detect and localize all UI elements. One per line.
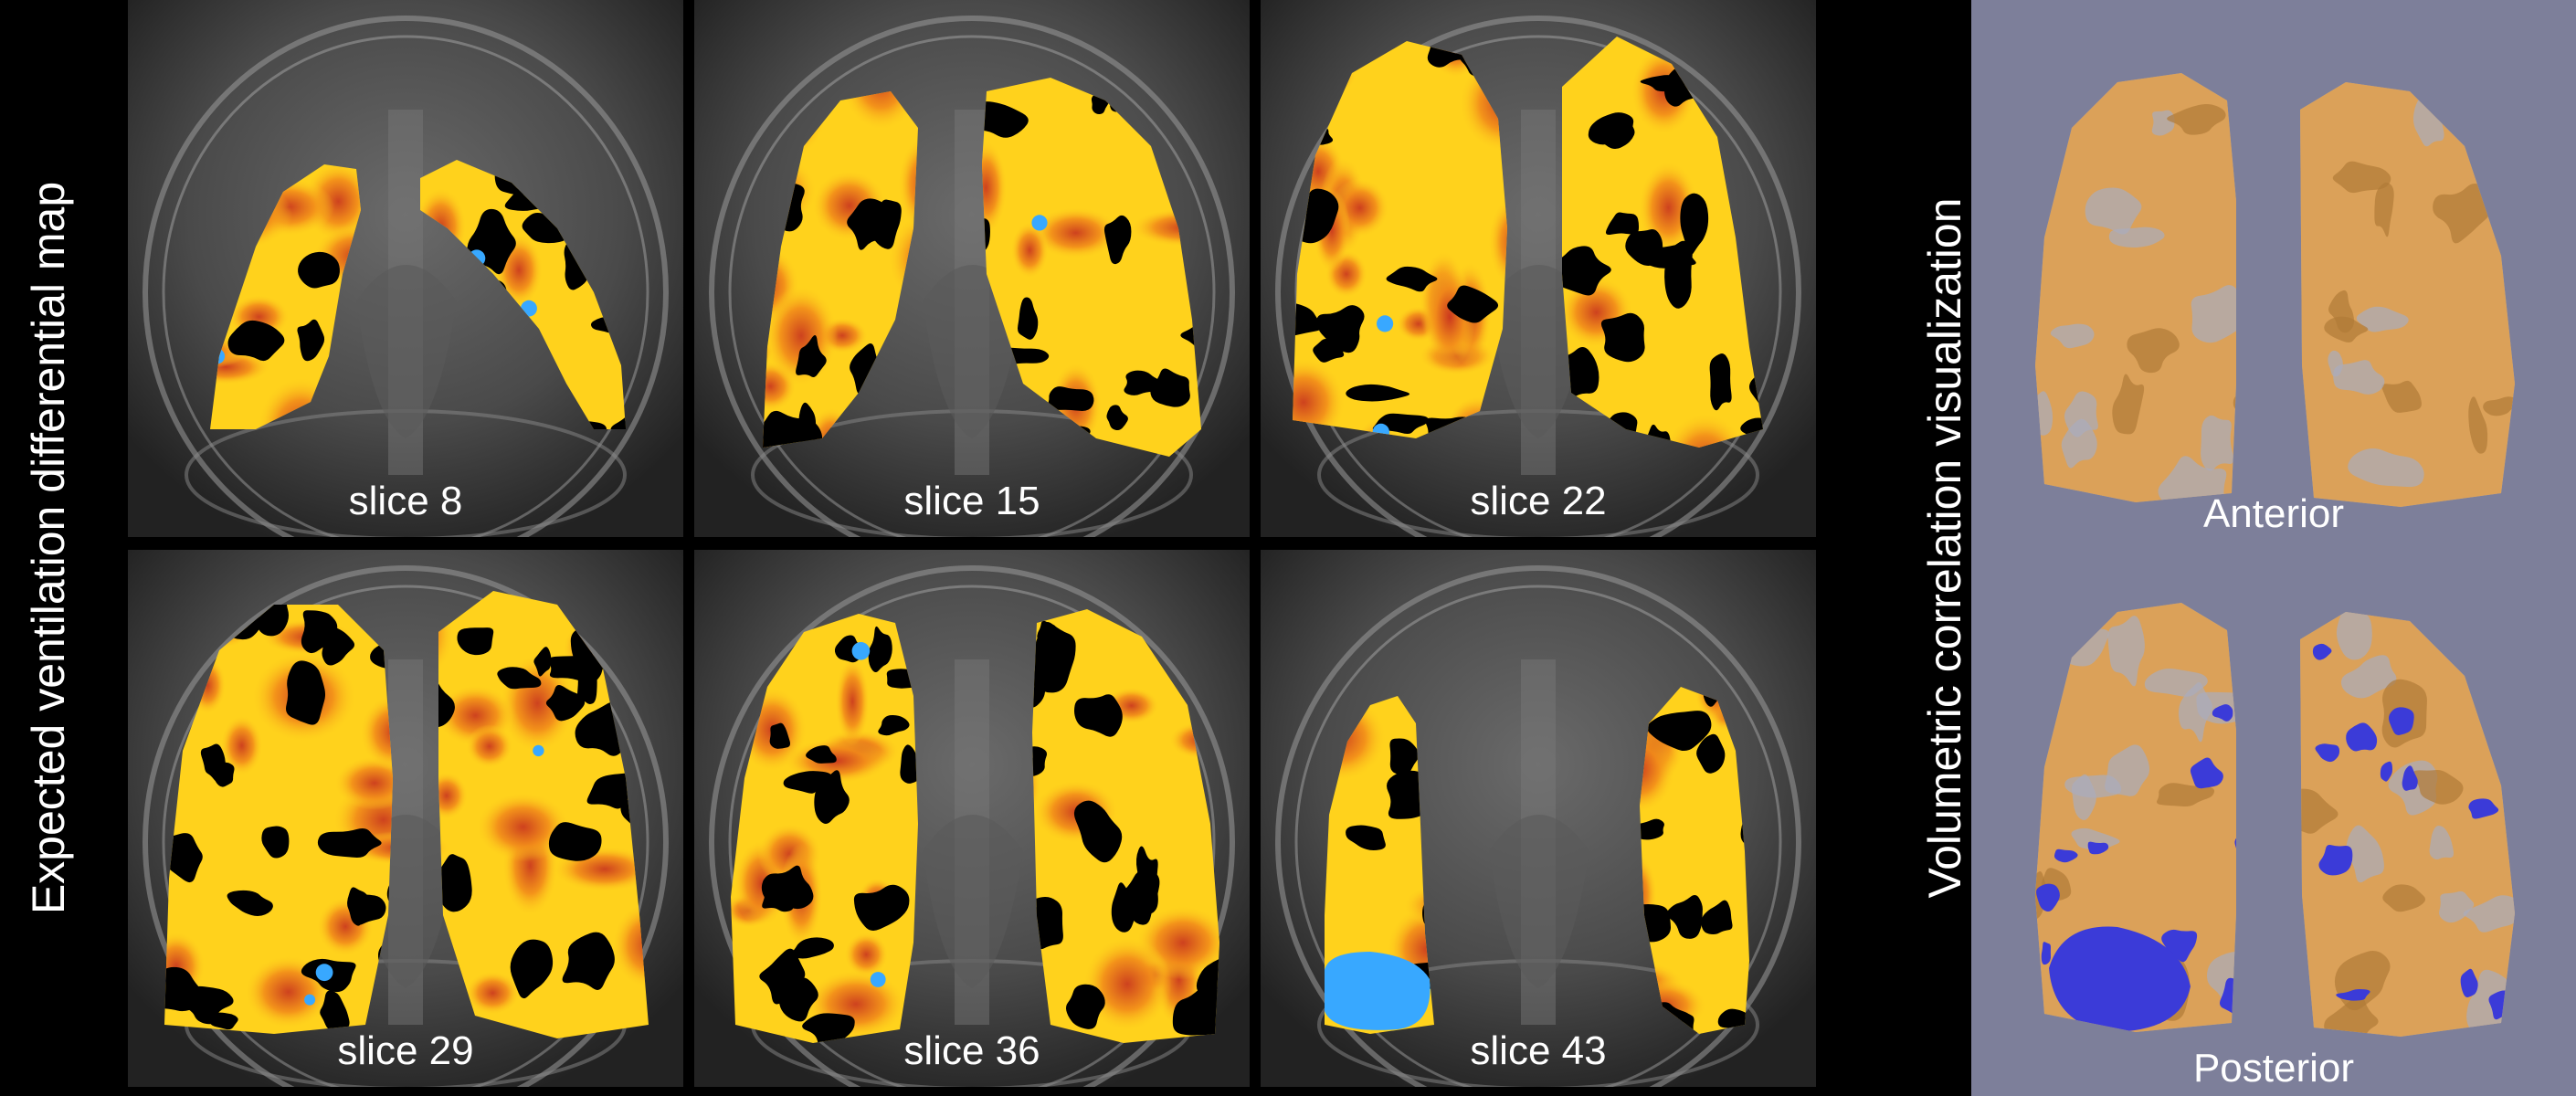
- right-axis-title: Volumetric correlation visualization: [1919, 197, 1970, 899]
- slice-image: [1261, 550, 1816, 1087]
- slice-panel-22: slice 22: [1261, 0, 1816, 537]
- slice-label: slice 22: [1470, 479, 1607, 523]
- volume-render-panel: Anterior Posterior: [1971, 0, 2576, 1096]
- slice-label: slice 43: [1470, 1028, 1607, 1073]
- posterior-label: Posterior: [2192, 1046, 2355, 1091]
- anterior-label: Anterior: [2202, 491, 2345, 536]
- slice-label: slice 8: [348, 479, 463, 523]
- lung-surface-render: [2035, 73, 2515, 1037]
- slice-image: [694, 550, 1250, 1087]
- slice-panel-29: slice 29: [128, 550, 683, 1087]
- slice-panel-8: slice 8: [128, 0, 683, 537]
- slice-panel-43: slice 43: [1261, 550, 1816, 1087]
- slice-image: [128, 550, 683, 1087]
- slice-image: [128, 0, 683, 537]
- slice-label: slice 15: [903, 479, 1040, 523]
- left-axis-title: Expected ventilation differential map: [23, 181, 74, 915]
- slice-panel-36: slice 36: [694, 550, 1250, 1087]
- slice-panel-15: slice 15: [694, 0, 1250, 537]
- slice-image: [1261, 0, 1816, 537]
- slice-label: slice 29: [337, 1028, 474, 1073]
- slice-label: slice 36: [903, 1028, 1040, 1073]
- slice-image: [694, 0, 1250, 537]
